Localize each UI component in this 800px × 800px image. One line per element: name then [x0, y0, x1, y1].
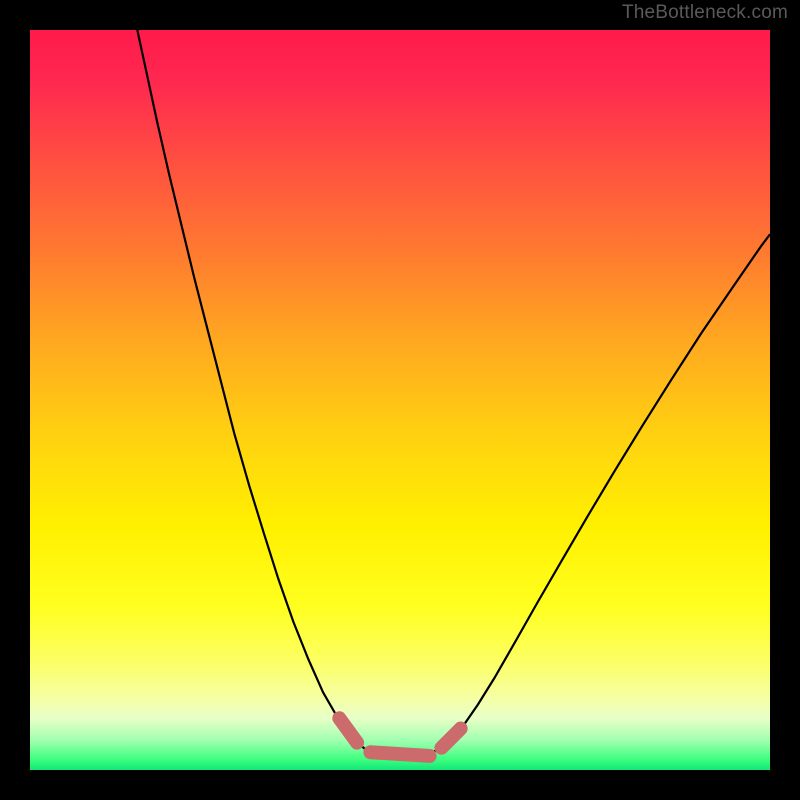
- highlight-segment-1: [370, 752, 429, 756]
- plot-area: [30, 30, 770, 770]
- chart-container: TheBottleneck.com: [0, 0, 800, 800]
- v-curve-chart: [30, 30, 770, 770]
- watermark-text: TheBottleneck.com: [622, 2, 788, 24]
